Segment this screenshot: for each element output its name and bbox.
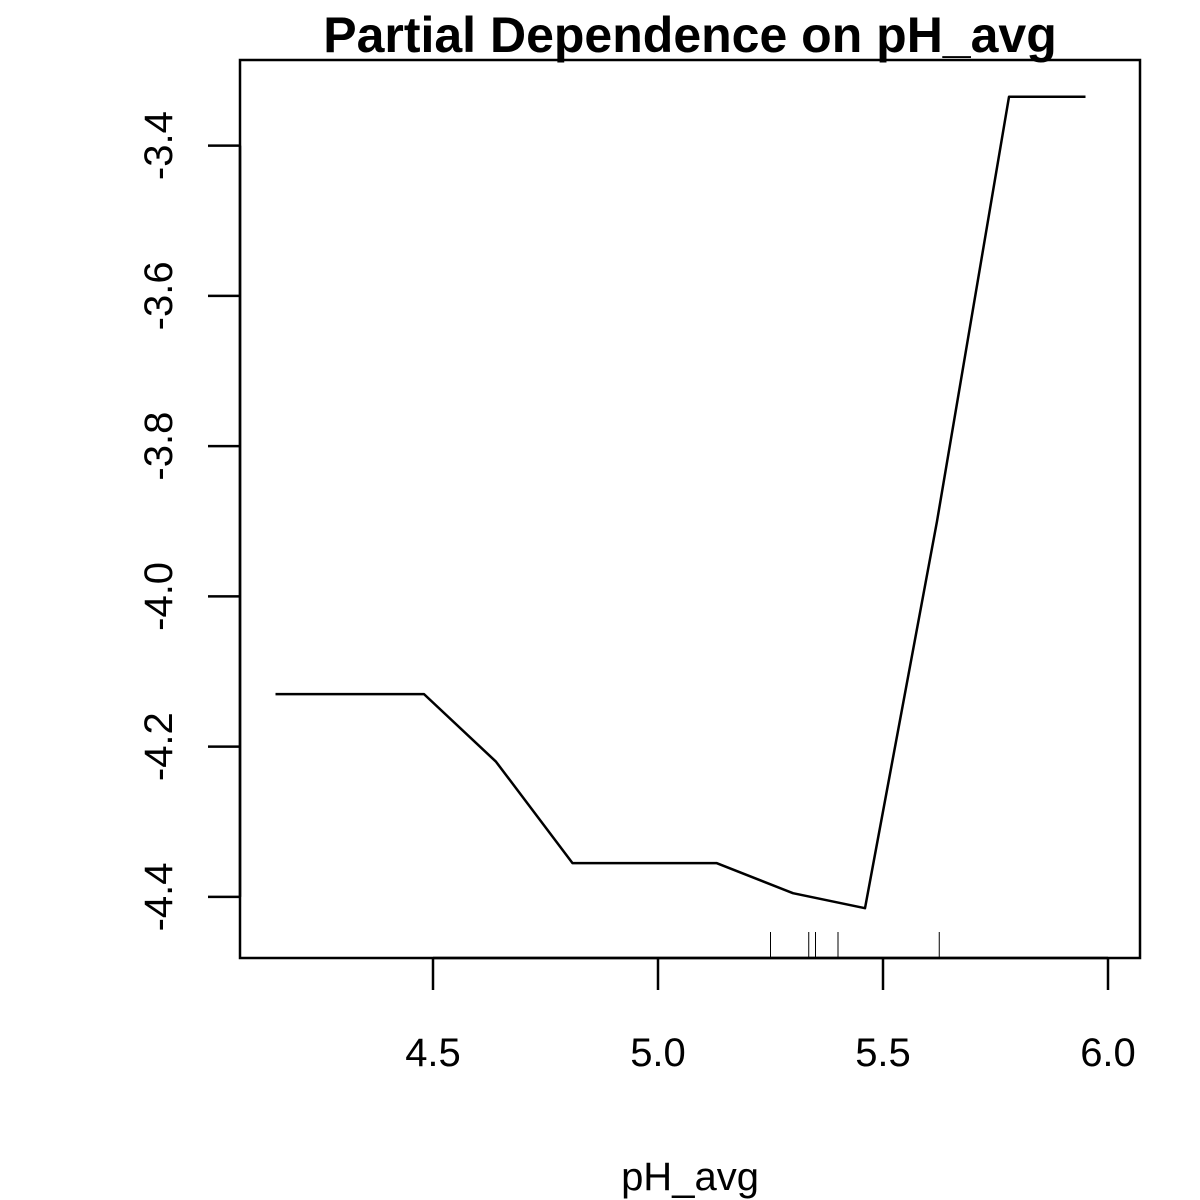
x-tick-label: 5.0 [630,1031,686,1075]
plot-frame [238,58,1142,960]
x-axis: 4.5 5.0 5.5 6.0 [405,956,1136,1075]
chart-title: Partial Dependence on pH_avg [323,7,1057,63]
y-axis: -4.4 -4.2 -4.0 -3.8 -3.6 -3.4 [137,111,242,931]
y-tick-label: -3.4 [137,111,181,180]
y-tick-label: -4.4 [137,862,181,931]
x-tick-label: 6.0 [1080,1031,1136,1075]
x-tick-label: 4.5 [405,1031,461,1075]
x-tick-label: 5.5 [855,1031,911,1075]
y-tick-label: -4.2 [137,712,181,781]
series-layer [275,95,1086,910]
x-axis-title: pH_avg [621,1155,759,1199]
rug-layer [770,932,940,958]
y-tick-label: -3.8 [137,412,181,481]
series-line [275,95,1086,910]
y-tick-label: -3.6 [137,261,181,330]
y-tick-label: -4.0 [137,562,181,631]
